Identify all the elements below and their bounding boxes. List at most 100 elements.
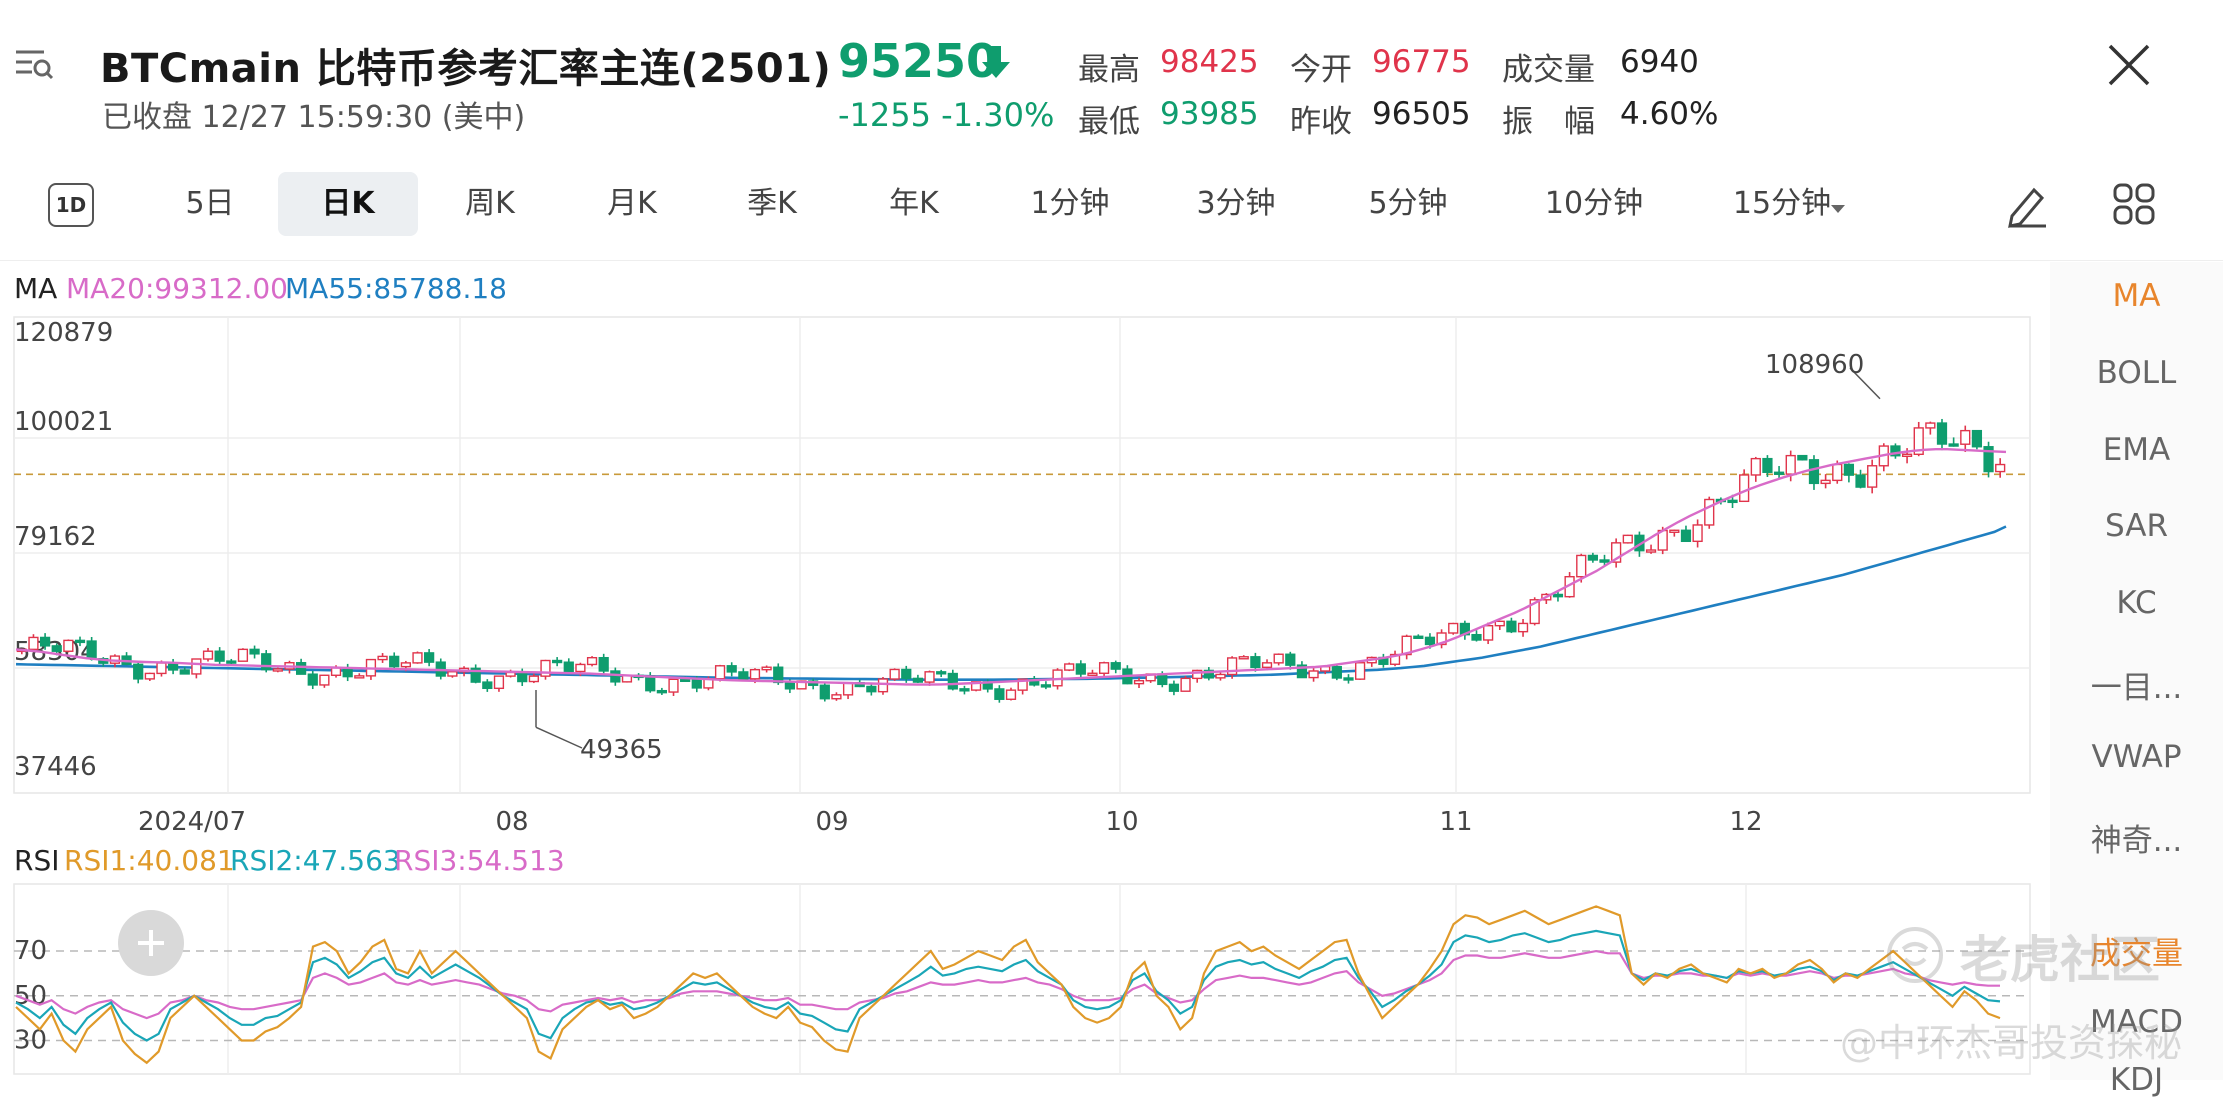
tab-15min[interactable]: 15分钟 bbox=[1732, 186, 1832, 221]
draw-pen-icon[interactable] bbox=[2004, 182, 2050, 228]
candle-body bbox=[1296, 664, 1308, 679]
candle-body bbox=[1483, 624, 1494, 641]
candle-body bbox=[1576, 554, 1587, 578]
tab-monthly-k[interactable]: 月K bbox=[607, 186, 657, 221]
x-tick-label: 12 bbox=[1729, 807, 1762, 837]
candle-body bbox=[400, 662, 411, 668]
indicator-ma[interactable]: MA bbox=[2112, 278, 2161, 314]
candle-body bbox=[1180, 677, 1191, 692]
candle-body bbox=[1098, 662, 1110, 674]
low-annotation-leader-2 bbox=[535, 726, 583, 749]
y-tick-label: 79162 bbox=[14, 522, 97, 552]
candle-body bbox=[342, 667, 353, 678]
candle-body bbox=[354, 675, 365, 679]
candle-body bbox=[668, 678, 679, 693]
indicator-boll[interactable]: BOLL bbox=[2096, 355, 2177, 391]
indicator-sar[interactable]: SAR bbox=[2105, 508, 2168, 544]
menu-icon[interactable] bbox=[14, 44, 54, 84]
candle-body bbox=[1832, 463, 1843, 482]
candle-body bbox=[866, 685, 877, 693]
tab-5day[interactable]: 5日 bbox=[185, 186, 235, 221]
prev-close-value: 96505 bbox=[1372, 96, 1471, 132]
indicator-side-panel: MA BOLL EMA SAR KC 一目... VWAP 神奇... 成交量 … bbox=[2050, 262, 2223, 1098]
candle-body bbox=[936, 671, 947, 675]
indicator-magic[interactable]: 神奇... bbox=[2090, 823, 2183, 859]
open-label: 今开 bbox=[1290, 52, 1352, 88]
candle-body bbox=[1017, 678, 1028, 691]
tab-daily-k[interactable]: 日K bbox=[278, 172, 418, 236]
candle-body bbox=[1389, 653, 1401, 665]
candle-body bbox=[249, 648, 260, 655]
rsi-tick-label: 30 bbox=[14, 1025, 47, 1055]
candle-body bbox=[586, 656, 598, 666]
candle-body bbox=[842, 681, 854, 696]
tab-3min[interactable]: 3分钟 bbox=[1196, 186, 1276, 221]
candle-body bbox=[1925, 422, 1936, 429]
candle-body bbox=[994, 688, 1005, 700]
candle-body bbox=[1820, 479, 1831, 485]
candle-body bbox=[1901, 453, 1913, 458]
prev-close-label: 昨收 bbox=[1290, 104, 1352, 140]
indicator-kdj[interactable]: KDJ bbox=[2109, 1062, 2164, 1098]
x-tick-label: 11 bbox=[1439, 807, 1472, 837]
low-annotation-label: 49365 bbox=[580, 735, 663, 765]
candle-body bbox=[761, 666, 772, 671]
high-annotation-label: 108960 bbox=[1765, 350, 1864, 380]
tab-weekly-k[interactable]: 周K bbox=[465, 186, 515, 221]
candle-body bbox=[237, 648, 249, 662]
candle-body bbox=[924, 671, 935, 683]
candle-body bbox=[1587, 554, 1598, 561]
candle-body bbox=[272, 668, 283, 672]
tab-10min[interactable]: 10分钟 bbox=[1544, 186, 1644, 221]
candle-body bbox=[424, 652, 435, 663]
candle-body bbox=[540, 659, 551, 677]
candle-body bbox=[1611, 542, 1622, 563]
layout-grid-icon[interactable] bbox=[2112, 182, 2156, 226]
candle-body bbox=[202, 650, 214, 660]
dropdown-caret-icon[interactable] bbox=[1830, 200, 1846, 213]
ma55-line bbox=[15, 525, 2007, 682]
low-value: 93985 bbox=[1160, 96, 1259, 132]
volume-label: 成交量 bbox=[1502, 52, 1595, 88]
candle-body bbox=[726, 665, 737, 673]
candle-body bbox=[1226, 657, 1238, 676]
tab-1d-icon[interactable]: 1D bbox=[48, 183, 94, 227]
candle-body bbox=[901, 668, 912, 680]
y-tick-label: 100021 bbox=[14, 407, 113, 437]
candle-body bbox=[133, 663, 144, 680]
candle-body bbox=[1669, 529, 1680, 533]
candle-body bbox=[1552, 593, 1564, 598]
candle-body bbox=[1960, 429, 1971, 445]
main-chart-frame bbox=[13, 316, 2031, 794]
candle-body bbox=[645, 675, 656, 692]
indicator-vwap[interactable]: VWAP bbox=[2091, 739, 2182, 775]
candle-body bbox=[1075, 663, 1086, 675]
tab-5min[interactable]: 5分钟 bbox=[1368, 186, 1448, 221]
candle-body bbox=[889, 668, 900, 680]
candle-body bbox=[295, 662, 307, 675]
zoom-plus-button[interactable] bbox=[118, 910, 184, 976]
tab-1min[interactable]: 1分钟 bbox=[1030, 186, 1110, 221]
indicator-ema[interactable]: EMA bbox=[2102, 432, 2171, 468]
candle-body bbox=[1436, 632, 1447, 646]
indicator-kc[interactable]: KC bbox=[2116, 585, 2157, 621]
close-button[interactable] bbox=[2104, 40, 2154, 90]
candle-body bbox=[1785, 454, 1796, 475]
volume-value: 6940 bbox=[1620, 44, 1699, 80]
candle-body bbox=[377, 655, 388, 661]
indicator-volume[interactable]: 成交量 bbox=[2090, 936, 2183, 972]
candle-body bbox=[714, 665, 726, 680]
candle-body bbox=[1424, 636, 1436, 646]
tab-quarterly-k[interactable]: 季K bbox=[747, 186, 797, 221]
y-tick-label: 120879 bbox=[14, 318, 113, 348]
candle-body bbox=[1867, 465, 1878, 488]
indicator-macd[interactable]: MACD bbox=[2090, 1004, 2183, 1040]
indicator-ichimoku[interactable]: 一目... bbox=[2090, 670, 2183, 706]
candle-body bbox=[1261, 662, 1273, 669]
tab-yearly-k[interactable]: 年K bbox=[889, 186, 939, 221]
candle-body bbox=[51, 645, 62, 652]
rsi-legend-label: RSI bbox=[14, 844, 60, 877]
candle-body bbox=[738, 671, 749, 680]
candle-body bbox=[214, 650, 225, 662]
